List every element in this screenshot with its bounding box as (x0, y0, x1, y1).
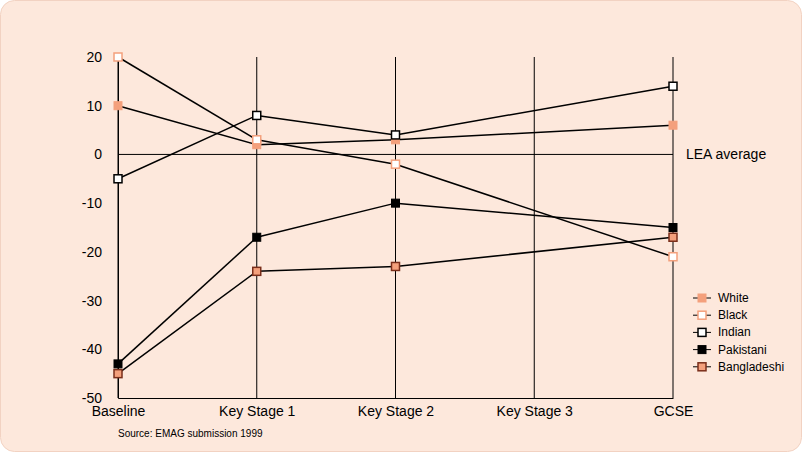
marker (253, 136, 261, 144)
series-line (257, 115, 396, 134)
chart: -50-40-30-20-1001020BaselineKey Stage 1K… (0, 0, 802, 452)
x-tick: Key Stage 2 (358, 398, 434, 419)
marker (253, 267, 261, 275)
y-axis: -50-40-30-20-1001020 (82, 49, 119, 406)
background (1, 1, 802, 452)
marker (669, 121, 677, 129)
series-line (257, 140, 396, 164)
series-markers (114, 233, 677, 377)
marker (253, 233, 261, 241)
series-markers (114, 82, 677, 183)
marker (392, 262, 400, 270)
annotation: LEA average (686, 146, 766, 162)
x-tick-label: Baseline (92, 403, 146, 419)
marker (669, 82, 677, 90)
x-grid (118, 57, 673, 398)
y-tick-label: 0 (94, 146, 102, 162)
series-line-group (118, 106, 673, 145)
grid-line (534, 57, 535, 398)
source-note: Source: EMAG submission 1999 (118, 428, 263, 439)
marker (669, 224, 677, 232)
x-axis: Baseline Key Stage 1 Key Stage 2 Key Stage … (92, 398, 694, 419)
series-line-group (118, 237, 673, 373)
series-line-group (118, 86, 673, 179)
marker (114, 370, 122, 378)
y-tick-label: 20 (86, 49, 102, 65)
marker (392, 199, 400, 207)
marker (114, 53, 122, 61)
legend-marker (698, 346, 706, 354)
marker (669, 253, 677, 261)
series-markers (114, 102, 677, 149)
x-tick-label: GCSE (654, 403, 694, 419)
x-tick-label: Key Stage 2 (358, 403, 434, 419)
y-tick: -10 (82, 195, 118, 211)
legend-marker (698, 363, 706, 371)
marker (114, 360, 122, 368)
legend-marker (698, 328, 706, 336)
x-tick: Key Stage 1 (219, 398, 295, 419)
series-line (396, 237, 674, 266)
series-line (396, 164, 674, 257)
series-line-group (118, 203, 673, 364)
marker (114, 102, 122, 110)
y-tick: 0 (94, 146, 118, 162)
y-tick-label: -40 (82, 341, 102, 357)
legend-item: Pakistani (693, 343, 767, 357)
grid-line (256, 57, 257, 398)
x-tick-label: Key Stage 3 (497, 403, 573, 419)
y-tick: -30 (82, 293, 118, 309)
series-line (257, 266, 396, 271)
y-tick: -20 (82, 244, 118, 260)
legend-label: Bangladeshi (718, 360, 784, 374)
legend-marker (698, 294, 706, 302)
marker (253, 111, 261, 119)
legend-label: Black (718, 308, 748, 322)
plot-area (114, 53, 677, 378)
series-line (118, 237, 257, 364)
marker (392, 131, 400, 139)
legend-item: White (693, 291, 749, 305)
series-line (257, 203, 396, 237)
series-line (396, 86, 674, 135)
series-line (118, 271, 257, 373)
x-tick: Key Stage 3 (497, 398, 573, 419)
y-tick: 10 (86, 98, 118, 114)
series-markers (114, 199, 677, 368)
legend-label: Indian (718, 325, 751, 339)
y-tick-label: -10 (82, 195, 102, 211)
legend-marker (698, 311, 706, 319)
marker (392, 160, 400, 168)
marker (669, 233, 677, 241)
series-line-group (118, 57, 673, 257)
y-tick: -40 (82, 341, 118, 357)
reference-line (118, 154, 673, 155)
grid-line (395, 57, 396, 398)
legend-label: White (718, 291, 749, 305)
legend-item: Indian (693, 325, 751, 339)
legend-item: Bangladeshi (693, 360, 784, 374)
x-tick: GCSE (654, 398, 694, 419)
legend-label: Pakistani (718, 343, 767, 357)
series-line (118, 115, 257, 178)
legend-item: Black (693, 308, 748, 322)
legend: White Black Indian Pakistani Bangladeshi (693, 291, 784, 374)
x-tick-label: Key Stage 1 (219, 403, 295, 419)
x-tick: Baseline (92, 398, 146, 419)
marker (114, 175, 122, 183)
series-line (118, 57, 257, 140)
y-tick-label: 10 (86, 98, 102, 114)
x-axis-line (119, 398, 674, 399)
y-tick-label: -20 (82, 244, 102, 260)
series-line (396, 203, 674, 227)
series-markers (114, 53, 677, 261)
y-tick-label: -30 (82, 293, 102, 309)
